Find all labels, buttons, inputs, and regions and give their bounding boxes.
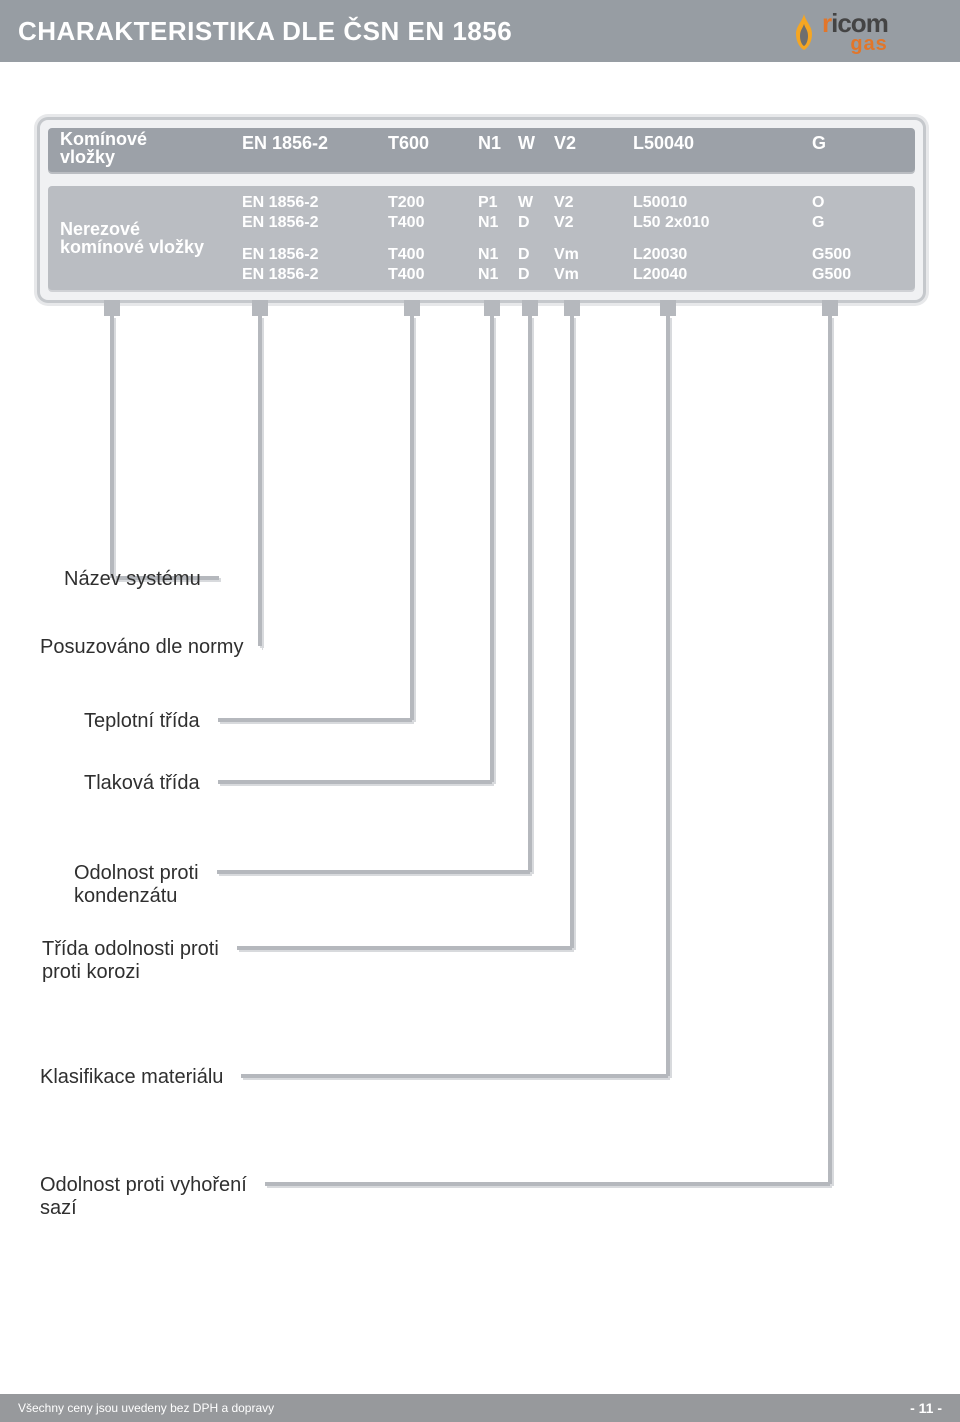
label-soot: Odolnost proti vyhoření sazí — [40, 1174, 247, 1220]
r3-corr: Vm — [554, 246, 599, 264]
section-name-bot-2: komínové vložky — [60, 238, 240, 256]
r4-temp: T400 — [388, 266, 468, 284]
r2-mat: L50 2x010 — [633, 214, 738, 232]
r1-cond: W — [518, 194, 548, 212]
page-number: - 11 - — [910, 1400, 942, 1416]
logo-text: ricom gas — [822, 10, 888, 54]
section-name-top-2: vložky — [60, 148, 230, 166]
label-norm: Posuzováno dle normy — [40, 636, 243, 659]
r1-corr: V2 — [554, 194, 599, 212]
r2-en: EN 1856-2 — [242, 214, 367, 232]
logo-word-gas: gas — [822, 34, 888, 54]
r4-cond: D — [518, 266, 548, 284]
hdr-temp: T600 — [388, 133, 468, 154]
r1-temp: T200 — [388, 194, 468, 212]
label-system-name: Název systému — [64, 568, 201, 591]
footer: Všechny ceny jsou uvedeny bez DPH a dopr… — [0, 1394, 960, 1422]
r1-soot: O — [812, 194, 882, 212]
r3-soot: G500 — [812, 246, 882, 264]
r3-cond: D — [518, 246, 548, 264]
flame-icon — [792, 12, 816, 52]
hdr-mat: L50040 — [633, 133, 738, 154]
r3-temp: T400 — [388, 246, 468, 264]
hdr-corr: V2 — [554, 133, 599, 154]
r2-soot: G — [812, 214, 882, 232]
r4-corr: Vm — [554, 266, 599, 284]
r2-corr: V2 — [554, 214, 599, 232]
page: CHARAKTERISTIKA DLE ČSN EN 1856 ricom ga… — [0, 0, 960, 1422]
section-name-top-1: Komínové — [60, 130, 230, 148]
label-pressure-class: Tlaková třída — [84, 772, 200, 795]
r3-press: N1 — [478, 246, 513, 264]
r3-en: EN 1856-2 — [242, 246, 367, 264]
logo: ricom gas — [792, 6, 932, 58]
page-title: CHARAKTERISTIKA DLE ČSN EN 1856 — [18, 16, 512, 47]
hdr-press: N1 — [478, 133, 513, 154]
footer-note: Všechny ceny jsou uvedeny bez DPH a dopr… — [18, 1401, 274, 1415]
r1-en: EN 1856-2 — [242, 194, 367, 212]
section-name-bot-1: Nerezové — [60, 220, 240, 238]
hdr-soot: G — [812, 133, 882, 154]
label-condensate: Odolnost proti kondenzátu — [74, 862, 199, 908]
label-corrosion: Třída odolnosti proti proti korozi — [42, 938, 219, 984]
label-temp-class: Teplotní třída — [84, 710, 200, 733]
r1-press: P1 — [478, 194, 513, 212]
r2-temp: T400 — [388, 214, 468, 232]
r1-mat: L50010 — [633, 194, 738, 212]
r2-press: N1 — [478, 214, 513, 232]
r4-mat: L20040 — [633, 266, 738, 284]
r4-press: N1 — [478, 266, 513, 284]
r3-mat: L20030 — [633, 246, 738, 264]
label-material: Klasifikace materiálu — [40, 1066, 223, 1089]
r2-cond: D — [518, 214, 548, 232]
r4-soot: G500 — [812, 266, 882, 284]
r4-en: EN 1856-2 — [242, 266, 367, 284]
hdr-cond: W — [518, 133, 548, 154]
hdr-en: EN 1856-2 — [242, 133, 367, 154]
